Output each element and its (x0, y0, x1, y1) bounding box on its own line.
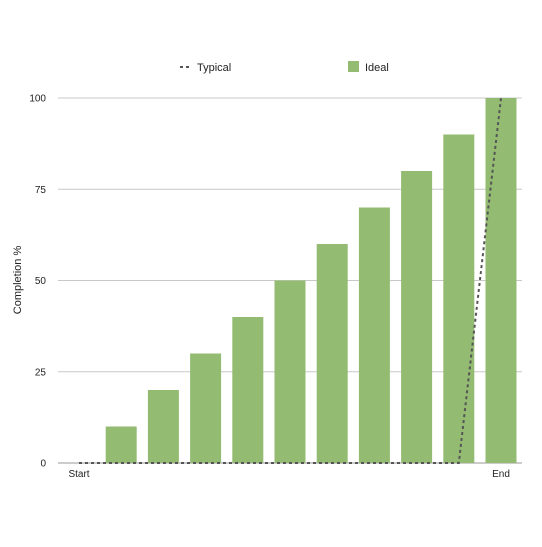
x-tick-label-end: End (492, 469, 510, 480)
legend: Typical Ideal (180, 61, 389, 74)
typical-line (79, 97, 502, 464)
typical-line-group (79, 97, 502, 464)
y-tick-label-25: 25 (35, 367, 47, 378)
y-tick-label-75: 75 (35, 185, 47, 196)
ideal-bar-4 (232, 317, 264, 463)
y-tick-label-100: 100 (29, 94, 46, 105)
legend-typical-label: Typical (197, 62, 231, 74)
ideal-bar-5 (274, 280, 306, 463)
ideal-bar-9 (443, 134, 475, 463)
x-tick-label-start: Start (68, 469, 89, 480)
ideal-bar-8 (401, 171, 433, 463)
ideal-bar-3 (190, 353, 222, 463)
y-axis-label: Completion % (12, 246, 24, 315)
ideal-bar-6 (316, 244, 348, 463)
ideal-bar-7 (358, 207, 390, 463)
ideal-bar-1 (105, 426, 137, 463)
ideal-bar-2 (147, 390, 179, 463)
legend-ideal-label: Ideal (365, 62, 389, 74)
ideal-bars (105, 98, 517, 463)
y-tick-label-0: 0 (40, 459, 46, 470)
legend-ideal-swatch (348, 61, 359, 72)
axes: 0 25 50 75 100 (29, 94, 46, 470)
y-tick-label-50: 50 (35, 276, 47, 287)
ideal-bar-10 (485, 98, 517, 463)
